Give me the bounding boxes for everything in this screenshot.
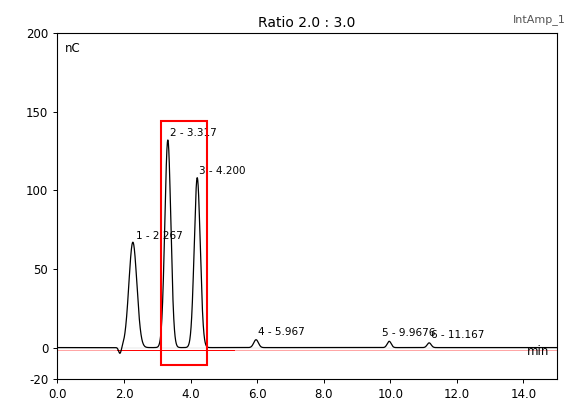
Text: min: min xyxy=(527,345,549,358)
Title: Ratio 2.0 : 3.0: Ratio 2.0 : 3.0 xyxy=(258,16,356,30)
Text: 3 - 4.200: 3 - 4.200 xyxy=(199,166,246,176)
Text: 2 - 3.317: 2 - 3.317 xyxy=(169,129,216,138)
Text: IntAmp_1: IntAmp_1 xyxy=(513,14,565,25)
Text: 5 - 9.9676: 5 - 9.9676 xyxy=(382,328,435,338)
Text: nC: nC xyxy=(65,42,80,55)
Bar xyxy=(161,121,207,365)
Text: 4 - 5.967: 4 - 5.967 xyxy=(258,327,305,337)
Text: 6 - 11.167: 6 - 11.167 xyxy=(431,330,484,340)
Text: 1 - 2.267: 1 - 2.267 xyxy=(135,231,183,241)
